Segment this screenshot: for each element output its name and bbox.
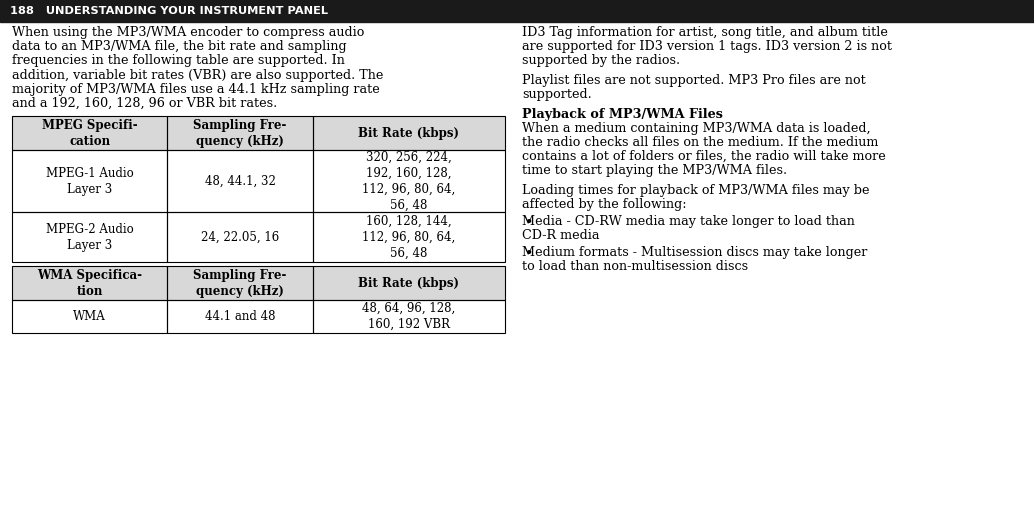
Bar <box>12 116 168 150</box>
Bar <box>312 266 505 300</box>
Text: majority of MP3/WMA files use a 44.1 kHz sampling rate: majority of MP3/WMA files use a 44.1 kHz… <box>12 83 379 96</box>
Bar <box>0 0 1034 22</box>
Text: 44.1 and 48: 44.1 and 48 <box>205 310 275 323</box>
Bar <box>312 116 505 150</box>
Text: Bit Rate (kbps): Bit Rate (kbps) <box>359 277 459 290</box>
Bar <box>168 116 312 150</box>
Bar <box>312 266 505 300</box>
Bar <box>168 150 312 212</box>
Text: time to start playing the MP3/WMA files.: time to start playing the MP3/WMA files. <box>522 164 787 177</box>
Text: Medium formats - Multisession discs may take longer: Medium formats - Multisession discs may … <box>522 246 868 259</box>
Text: the radio checks all files on the medium. If the medium: the radio checks all files on the medium… <box>522 136 878 149</box>
Bar <box>12 266 168 300</box>
Text: 160, 128, 144,
112, 96, 80, 64,
56, 48: 160, 128, 144, 112, 96, 80, 64, 56, 48 <box>362 215 456 260</box>
Text: Media - CD-RW media may take longer to load than: Media - CD-RW media may take longer to l… <box>522 215 855 228</box>
Text: data to an MP3/WMA file, the bit rate and sampling: data to an MP3/WMA file, the bit rate an… <box>12 40 346 53</box>
Bar <box>12 300 168 333</box>
Text: •: • <box>525 216 534 230</box>
Text: affected by the following:: affected by the following: <box>522 198 687 211</box>
Text: Sampling Fre-
quency (kHz): Sampling Fre- quency (kHz) <box>193 119 286 148</box>
Text: are supported for ID3 version 1 tags. ID3 version 2 is not: are supported for ID3 version 1 tags. ID… <box>522 40 892 53</box>
Text: CD-R media: CD-R media <box>522 229 600 242</box>
Text: to load than non-multisession discs: to load than non-multisession discs <box>522 260 749 273</box>
Text: MPEG-1 Audio
Layer 3: MPEG-1 Audio Layer 3 <box>45 167 133 196</box>
Text: 48, 64, 96, 128,
160, 192 VBR: 48, 64, 96, 128, 160, 192 VBR <box>362 302 456 331</box>
Bar <box>168 212 312 262</box>
Text: and a 192, 160, 128, 96 or VBR bit rates.: and a 192, 160, 128, 96 or VBR bit rates… <box>12 97 277 110</box>
Text: When a medium containing MP3/WMA data is loaded,: When a medium containing MP3/WMA data is… <box>522 122 871 135</box>
Text: Playback of MP3/WMA Files: Playback of MP3/WMA Files <box>522 108 723 121</box>
Text: supported by the radios.: supported by the radios. <box>522 54 680 67</box>
Text: supported.: supported. <box>522 88 591 101</box>
Text: WMA: WMA <box>73 310 107 323</box>
Bar <box>12 150 168 212</box>
Text: addition, variable bit rates (VBR) are also supported. The: addition, variable bit rates (VBR) are a… <box>12 68 384 82</box>
Text: Bit Rate (kbps): Bit Rate (kbps) <box>359 126 459 140</box>
Bar <box>312 212 505 262</box>
Text: 24, 22.05, 16: 24, 22.05, 16 <box>201 231 279 244</box>
Text: Loading times for playback of MP3/WMA files may be: Loading times for playback of MP3/WMA fi… <box>522 184 870 197</box>
Text: Playlist files are not supported. MP3 Pro files are not: Playlist files are not supported. MP3 Pr… <box>522 74 865 87</box>
Text: 48, 44.1, 32: 48, 44.1, 32 <box>205 175 275 188</box>
Bar <box>168 266 312 300</box>
Text: MPEG Specifi-
cation: MPEG Specifi- cation <box>41 119 138 148</box>
Bar <box>312 150 505 212</box>
Text: Sampling Fre-
quency (kHz): Sampling Fre- quency (kHz) <box>193 269 286 298</box>
Bar <box>168 116 312 150</box>
Text: •: • <box>525 247 534 261</box>
Bar <box>168 300 312 333</box>
Text: frequencies in the following table are supported. In: frequencies in the following table are s… <box>12 54 345 67</box>
Bar <box>12 266 168 300</box>
Text: MPEG-2 Audio
Layer 3: MPEG-2 Audio Layer 3 <box>45 223 133 252</box>
Text: 320, 256, 224,
192, 160, 128,
112, 96, 80, 64,
56, 48: 320, 256, 224, 192, 160, 128, 112, 96, 8… <box>362 151 456 212</box>
Bar <box>312 116 505 150</box>
Text: 188   UNDERSTANDING YOUR INSTRUMENT PANEL: 188 UNDERSTANDING YOUR INSTRUMENT PANEL <box>10 6 328 16</box>
Bar <box>12 212 168 262</box>
Bar <box>168 266 312 300</box>
Text: When using the MP3/WMA encoder to compress audio: When using the MP3/WMA encoder to compre… <box>12 26 364 39</box>
Text: WMA Specifica-
tion: WMA Specifica- tion <box>37 269 142 298</box>
Bar <box>312 300 505 333</box>
Text: ID3 Tag information for artist, song title, and album title: ID3 Tag information for artist, song tit… <box>522 26 888 39</box>
Text: contains a lot of folders or files, the radio will take more: contains a lot of folders or files, the … <box>522 150 886 163</box>
Bar <box>12 116 168 150</box>
